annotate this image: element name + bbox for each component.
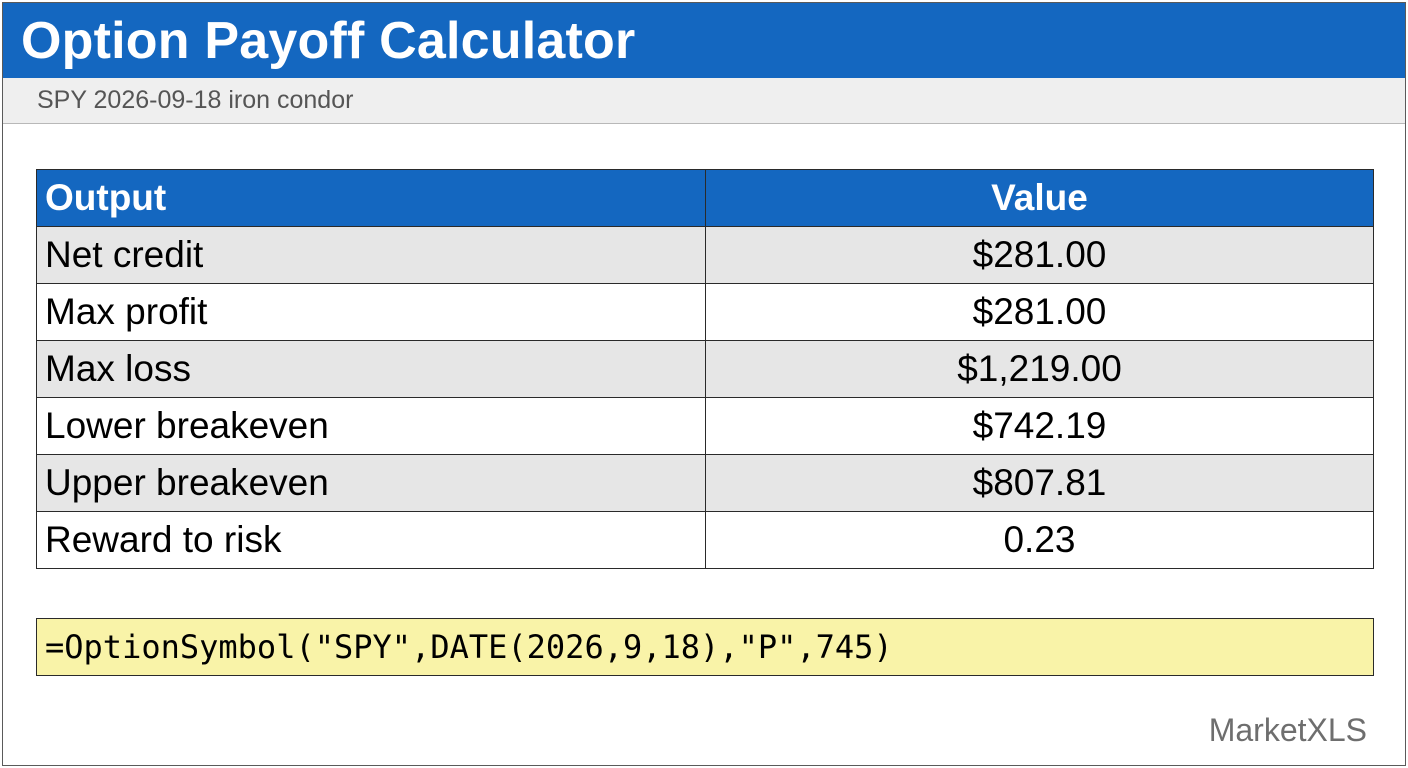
row-value[interactable]: $281.00 (705, 283, 1374, 341)
row-label[interactable]: Reward to risk (36, 511, 706, 569)
table-row: Reward to risk 0.23 (36, 511, 1374, 569)
table-row: Upper breakeven $807.81 (36, 454, 1374, 512)
results-table: Output Value Net credit $281.00 Max prof… (36, 169, 1374, 569)
table-row: Net credit $281.00 (36, 226, 1374, 284)
row-value[interactable]: $742.19 (705, 397, 1374, 455)
brand-label: MarketXLS (1208, 712, 1367, 748)
table-row: Max loss $1,219.00 (36, 340, 1374, 398)
row-label[interactable]: Upper breakeven (36, 454, 706, 512)
page-title: Option Payoff Calculator (21, 11, 636, 70)
formula-text: =OptionSymbol("SPY",DATE(2026,9,18),"P",… (45, 628, 893, 666)
row-value[interactable]: 0.23 (705, 511, 1374, 569)
column-header-value: Value (705, 169, 1374, 227)
row-label[interactable]: Net credit (36, 226, 706, 284)
table-row: Lower breakeven $742.19 (36, 397, 1374, 455)
row-label[interactable]: Lower breakeven (36, 397, 706, 455)
table-header-row: Output Value (36, 169, 1374, 227)
row-value[interactable]: $807.81 (705, 454, 1374, 512)
title-bar: Option Payoff Calculator (3, 3, 1405, 78)
table-row: Max profit $281.00 (36, 283, 1374, 341)
row-value[interactable]: $281.00 (705, 226, 1374, 284)
row-label[interactable]: Max loss (36, 340, 706, 398)
column-header-output: Output (36, 169, 706, 227)
subtitle-bar: SPY 2026-09-18 iron condor (3, 78, 1405, 124)
row-value[interactable]: $1,219.00 (705, 340, 1374, 398)
row-label[interactable]: Max profit (36, 283, 706, 341)
formula-cell[interactable]: =OptionSymbol("SPY",DATE(2026,9,18),"P",… (36, 618, 1374, 676)
page-subtitle: SPY 2026-09-18 iron condor (37, 86, 354, 114)
